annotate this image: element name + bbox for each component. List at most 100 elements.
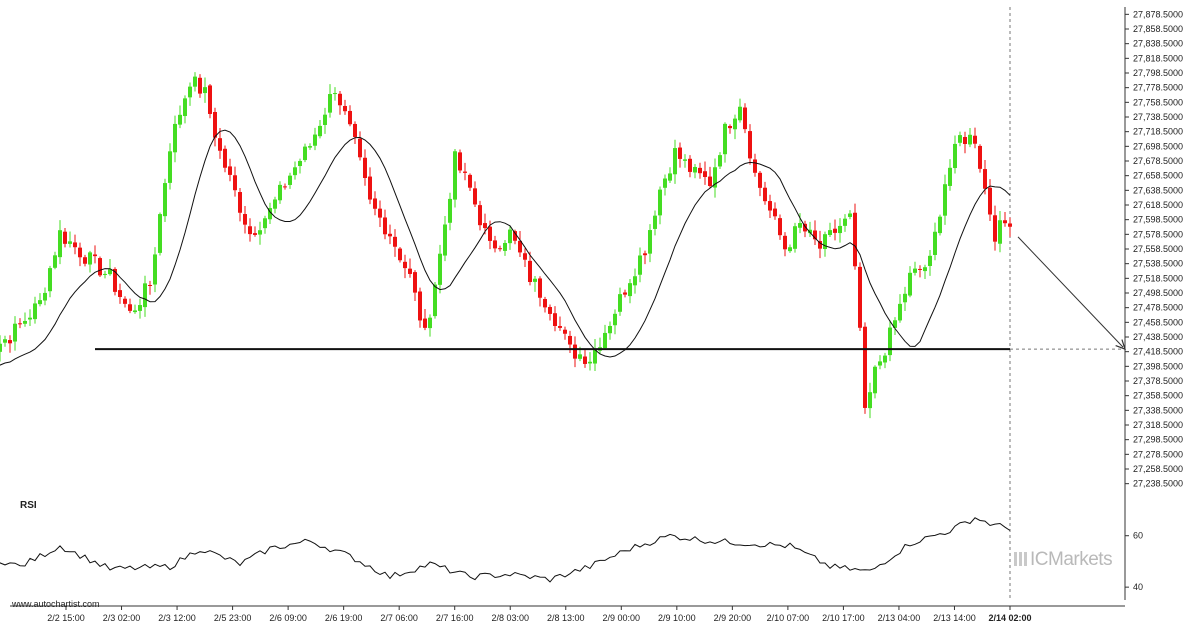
y-tick-label: 27,678.5000 bbox=[1133, 156, 1183, 166]
candle-bull bbox=[278, 184, 282, 201]
x-tick-label: 2/10 07:00 bbox=[767, 613, 810, 623]
y-tick-label: 27,378.5000 bbox=[1133, 376, 1183, 386]
candle-bear bbox=[343, 105, 347, 112]
candle-bear bbox=[803, 223, 807, 232]
candle-bear bbox=[993, 215, 997, 242]
candle-bear bbox=[773, 208, 777, 217]
candle-bear bbox=[553, 313, 557, 326]
candle-bull bbox=[453, 151, 457, 200]
candle-bull bbox=[448, 198, 452, 223]
candle-bear bbox=[688, 158, 692, 172]
candle-bear bbox=[248, 226, 252, 235]
candle-bull bbox=[323, 114, 327, 125]
candle-bear bbox=[513, 231, 517, 241]
projection-arrow-line bbox=[1017, 236, 1124, 348]
candle-bull bbox=[173, 123, 177, 153]
candle-bull bbox=[788, 247, 792, 252]
candle-bear bbox=[358, 138, 362, 158]
y-tick-label: 27,558.5000 bbox=[1133, 244, 1183, 254]
candle-bear bbox=[488, 226, 492, 241]
candle-bear bbox=[243, 214, 247, 225]
candle-bull bbox=[673, 148, 677, 175]
candle-bull bbox=[618, 294, 622, 312]
candle-bear bbox=[223, 148, 227, 168]
candle-bear bbox=[518, 240, 522, 253]
candle-bear bbox=[123, 298, 127, 304]
candle-bear bbox=[473, 188, 477, 205]
candle-bear bbox=[643, 253, 647, 256]
candle-bull bbox=[503, 242, 507, 251]
candle-bull bbox=[533, 278, 537, 282]
candle-bear bbox=[353, 123, 357, 137]
candle-bear bbox=[388, 233, 392, 237]
candle-bear bbox=[283, 186, 287, 188]
candle-bull bbox=[908, 272, 912, 296]
candle-bull bbox=[828, 230, 832, 236]
candle-bull bbox=[933, 231, 937, 255]
candle-bull bbox=[188, 86, 192, 98]
candle-bear bbox=[373, 198, 377, 209]
candle-bull bbox=[68, 241, 72, 244]
candle-bear bbox=[813, 230, 817, 240]
candle-bear bbox=[498, 248, 502, 250]
candle-bull bbox=[153, 254, 157, 285]
candle-bear bbox=[973, 135, 977, 144]
y-tick-label: 27,778.5000 bbox=[1133, 83, 1183, 93]
y-tick-label: 27,578.5000 bbox=[1133, 229, 1183, 239]
candle-bear bbox=[783, 235, 787, 250]
candle-bear bbox=[918, 268, 922, 270]
x-tick-label: 2/3 02:00 bbox=[103, 613, 141, 623]
candle-bear bbox=[478, 205, 482, 226]
x-tick-label: 2/8 13:00 bbox=[547, 613, 585, 623]
y-tick-label: 27,758.5000 bbox=[1133, 97, 1183, 107]
y-tick-label: 27,738.5000 bbox=[1133, 112, 1183, 122]
candle-bull bbox=[958, 135, 962, 143]
candle-bear bbox=[983, 169, 987, 189]
candle-bear bbox=[393, 236, 397, 247]
y-tick-label: 27,318.5000 bbox=[1133, 420, 1183, 430]
candle-bear bbox=[1003, 220, 1007, 224]
candle-bull bbox=[653, 215, 657, 229]
y-tick-label: 27,838.5000 bbox=[1133, 39, 1183, 49]
y-tick-label: 27,498.5000 bbox=[1133, 288, 1183, 298]
candle-bull bbox=[613, 313, 617, 326]
candle-bear bbox=[528, 260, 532, 282]
y-tick-label: 27,398.5000 bbox=[1133, 361, 1183, 371]
candle-bull bbox=[968, 134, 972, 145]
candle-bear bbox=[568, 335, 572, 345]
candle-bear bbox=[423, 318, 427, 328]
candle-bear bbox=[363, 157, 367, 179]
candle-bull bbox=[333, 93, 337, 95]
candle-bear bbox=[543, 298, 547, 308]
candle-bull bbox=[0, 343, 2, 352]
y-tick-label: 27,598.5000 bbox=[1133, 215, 1183, 225]
candle-bear bbox=[228, 166, 232, 175]
candle-bear bbox=[698, 167, 702, 174]
candle-bear bbox=[768, 201, 772, 211]
x-tick-label: 2/13 14:00 bbox=[933, 613, 976, 623]
candle-bull bbox=[298, 160, 302, 167]
candle-bull bbox=[868, 392, 872, 409]
candle-bull bbox=[793, 226, 797, 249]
candle-bear bbox=[563, 329, 567, 334]
x-tick-label: 2/14 02:00 bbox=[988, 613, 1031, 623]
candle-bull bbox=[633, 276, 637, 286]
candle-bear bbox=[748, 131, 752, 159]
candle-bull bbox=[808, 229, 812, 234]
candle-bear bbox=[238, 192, 242, 213]
candle-bull bbox=[898, 303, 902, 321]
candle-bear bbox=[403, 261, 407, 269]
candle-bear bbox=[728, 126, 732, 129]
candle-bull bbox=[38, 300, 42, 305]
candle-bull bbox=[913, 268, 917, 273]
candle-bear bbox=[78, 247, 82, 258]
candle-bull bbox=[48, 268, 52, 292]
candle-bull bbox=[873, 366, 877, 394]
candle-bull bbox=[193, 76, 197, 87]
candle-bear bbox=[758, 172, 762, 188]
candle-bear bbox=[98, 258, 102, 276]
candle-bear bbox=[523, 253, 527, 260]
x-tick-label: 2/8 03:00 bbox=[491, 613, 529, 623]
candle-bear bbox=[218, 138, 222, 151]
